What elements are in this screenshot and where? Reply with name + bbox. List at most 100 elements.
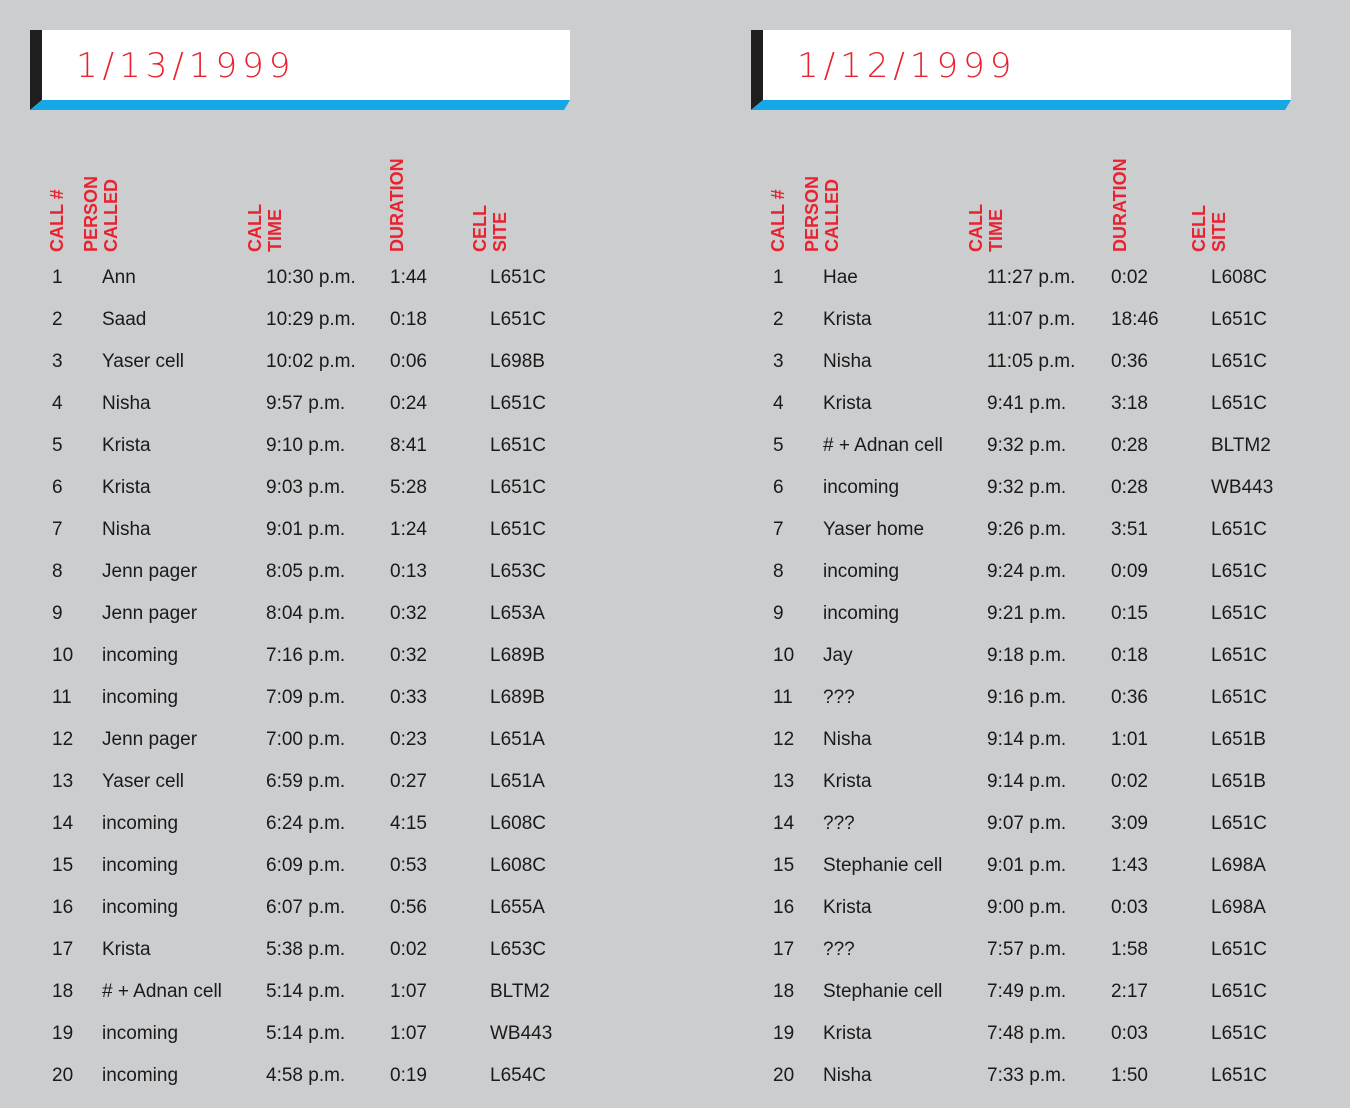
cell-duration: 0:02 xyxy=(390,939,427,960)
header-duration-line-1: DURATION xyxy=(387,158,407,252)
cell-person-called: Nisha xyxy=(823,1065,872,1086)
cell-call-time: 11:05 p.m. xyxy=(987,351,1076,372)
cell-cell-site: L651C xyxy=(1211,981,1267,1002)
table-row: 5 Krista 9:10 p.m. 8:41 L651C xyxy=(30,434,630,476)
table-row: 16 Krista 9:00 p.m. 0:03 L698A xyxy=(751,896,1350,938)
cell-call-number: 14 xyxy=(773,813,795,834)
cell-call-time: 9:18 p.m. xyxy=(987,645,1067,666)
cell-person-called: Krista xyxy=(823,309,872,330)
cell-duration: 4:15 xyxy=(390,813,427,834)
table-row: 7 Yaser home 9:26 p.m. 3:51 L651C xyxy=(751,518,1350,560)
cell-cell-site: L651C xyxy=(1211,687,1267,708)
table-row: 19 incoming 5:14 p.m. 1:07 WB443 xyxy=(30,1022,630,1064)
cell-person-called: incoming xyxy=(823,603,900,624)
cell-cell-site: L651B xyxy=(1211,729,1266,750)
table-row: 1 Ann 10:30 p.m. 1:44 L651C xyxy=(30,266,630,308)
cell-call-time: 9:21 p.m. xyxy=(987,603,1067,624)
date-header-face xyxy=(763,30,1291,100)
cell-duration: 1:24 xyxy=(390,519,427,540)
header-call-time: CALL TIME xyxy=(966,204,1006,252)
table-row: 13 Krista 9:14 p.m. 0:02 L651B xyxy=(751,770,1350,812)
header-call-number-line-1: CALL # xyxy=(768,189,788,252)
cell-call-time: 10:30 p.m. xyxy=(266,267,356,288)
cell-person-called: Krista xyxy=(823,897,872,918)
header-person-called-line-1: PERSON xyxy=(81,175,101,252)
table-row: 6 Krista 9:03 p.m. 5:28 L651C xyxy=(30,476,630,518)
cell-person-called: ??? xyxy=(823,939,855,960)
cell-call-time: 6:59 p.m. xyxy=(266,771,346,792)
cell-call-time: 11:27 p.m. xyxy=(987,267,1076,288)
table-row: 20 incoming 4:58 p.m. 0:19 L654C xyxy=(30,1064,630,1106)
cell-call-number: 5 xyxy=(773,435,784,456)
cell-call-time: 8:05 p.m. xyxy=(266,561,346,582)
header-person-called: PERSON CALLED xyxy=(81,176,121,252)
cell-call-time: 9:01 p.m. xyxy=(266,519,346,540)
cell-cell-site: L651C xyxy=(490,435,546,456)
cell-call-number: 18 xyxy=(773,981,795,1002)
cell-call-time: 5:38 p.m. xyxy=(266,939,346,960)
date-header: 1/13/1999 xyxy=(30,30,570,110)
header-cell-site-line-2: SITE xyxy=(1209,211,1229,252)
cell-call-number: 4 xyxy=(52,393,63,414)
table-row: 10 Jay 9:18 p.m. 0:18 L651C xyxy=(751,644,1350,686)
cell-call-time: 9:32 p.m. xyxy=(987,477,1067,498)
cell-call-number: 3 xyxy=(52,351,63,372)
header-call-time: CALL TIME xyxy=(245,204,285,252)
cell-cell-site: L698A xyxy=(1211,897,1266,918)
cell-cell-site: L698B xyxy=(490,351,545,372)
cell-call-time: 9:14 p.m. xyxy=(987,771,1067,792)
cell-duration: 0:13 xyxy=(390,561,427,582)
cell-cell-site: L689B xyxy=(490,687,545,708)
header-call-number-line-1: CALL # xyxy=(47,189,67,252)
cell-call-number: 19 xyxy=(52,1023,74,1044)
cell-person-called: incoming xyxy=(102,813,179,834)
table-row: 12 Jenn pager 7:00 p.m. 0:23 L651A xyxy=(30,728,630,770)
cell-person-called: incoming xyxy=(102,1065,179,1086)
cell-call-time: 11:07 p.m. xyxy=(987,309,1076,330)
table-row: 7 Nisha 9:01 p.m. 1:24 L651C xyxy=(30,518,630,560)
cell-person-called: incoming xyxy=(102,1023,179,1044)
cell-call-number: 1 xyxy=(773,267,784,288)
cell-call-time: 8:04 p.m. xyxy=(266,603,346,624)
cell-call-time: 9:57 p.m. xyxy=(266,393,346,414)
cell-person-called: Nisha xyxy=(102,519,151,540)
header-person-called-line-2: CALLED xyxy=(822,179,842,252)
cell-call-number: 12 xyxy=(773,729,795,750)
cell-cell-site: L651C xyxy=(490,519,546,540)
cell-cell-site: L653C xyxy=(490,561,546,582)
cell-duration: 1:58 xyxy=(1111,939,1148,960)
table-row: 18 # + Adnan cell 5:14 p.m. 1:07 BLTM2 xyxy=(30,980,630,1022)
cell-person-called: Hae xyxy=(823,267,858,288)
cell-duration: 0:09 xyxy=(1111,561,1148,582)
cell-person-called: Krista xyxy=(823,771,872,792)
cell-duration: 0:02 xyxy=(1111,267,1148,288)
cell-cell-site: L651C xyxy=(1211,813,1267,834)
cell-person-called: Stephanie cell xyxy=(823,855,943,876)
header-cell-site-line-1: CELL xyxy=(1189,205,1209,252)
cell-cell-site: L651C xyxy=(1211,1023,1267,1044)
cell-call-number: 2 xyxy=(773,309,784,330)
date-title: 1/12/1999 xyxy=(797,46,1017,86)
cell-call-time: 9:01 p.m. xyxy=(987,855,1067,876)
cell-call-time: 7:57 p.m. xyxy=(987,939,1067,960)
cell-call-time: 9:00 p.m. xyxy=(987,897,1067,918)
cell-call-number: 17 xyxy=(52,939,74,960)
cell-call-time: 9:41 p.m. xyxy=(987,393,1067,414)
cell-person-called: Jay xyxy=(823,645,853,666)
cell-cell-site: L608C xyxy=(1211,267,1267,288)
table-row: 8 Jenn pager 8:05 p.m. 0:13 L653C xyxy=(30,560,630,602)
table-row: 12 Nisha 9:14 p.m. 1:01 L651B xyxy=(751,728,1350,770)
call-log-panel-1-13-1999: 1/13/1999 CALL # PERSON CALLED CALL TIME… xyxy=(30,0,630,1108)
date-header-face xyxy=(42,30,570,100)
table-row: 15 incoming 6:09 p.m. 0:53 L608C xyxy=(30,854,630,896)
date-header-bottom-edge xyxy=(30,100,570,110)
cell-cell-site: L608C xyxy=(490,813,546,834)
cell-duration: 0:23 xyxy=(390,729,427,750)
header-duration-line-1: DURATION xyxy=(1110,158,1130,252)
header-cell-site: CELL SITE xyxy=(470,205,510,252)
cell-person-called: Krista xyxy=(102,477,151,498)
cell-call-time: 7:33 p.m. xyxy=(987,1065,1067,1086)
cell-cell-site: L689B xyxy=(490,645,545,666)
cell-person-called: incoming xyxy=(102,897,179,918)
table-row: 18 Stephanie cell 7:49 p.m. 2:17 L651C xyxy=(751,980,1350,1022)
